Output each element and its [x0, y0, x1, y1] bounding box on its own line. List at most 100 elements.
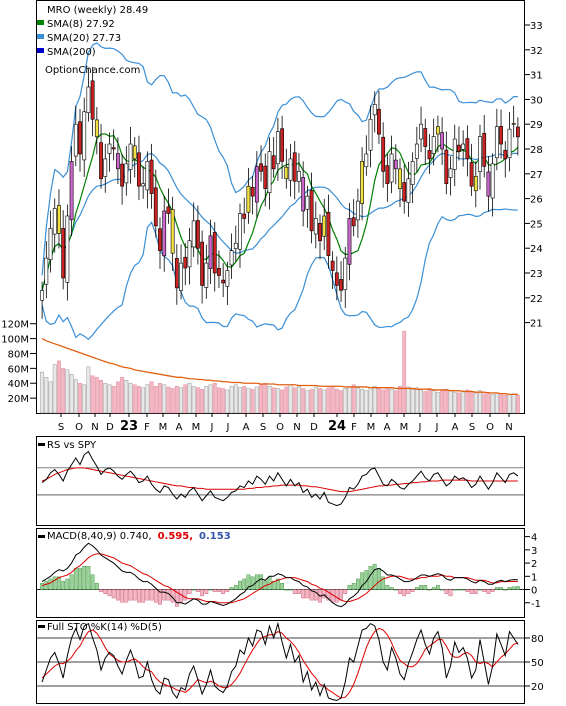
volume-bar — [326, 387, 331, 414]
macd-histogram-bar — [141, 589, 146, 603]
volume-bar — [343, 388, 348, 414]
volume-bar — [410, 388, 415, 414]
candle-body — [473, 175, 478, 192]
candle-body — [242, 213, 247, 219]
candle-body — [486, 171, 491, 197]
candle-body — [515, 126, 520, 138]
volume-bar — [313, 386, 318, 414]
candle-body — [183, 256, 188, 269]
candle-body — [297, 171, 301, 182]
candle-body — [111, 147, 116, 150]
candle-body — [385, 165, 390, 185]
volume-bar — [322, 389, 327, 414]
candle-body — [389, 153, 394, 183]
volume-bar — [132, 384, 137, 414]
x-axis-label: 24 — [328, 419, 346, 434]
macd-histogram-bar — [486, 589, 491, 594]
macd-histogram-bar — [448, 589, 453, 597]
volume-tick-label: 120M — [1, 320, 29, 331]
volume-bar — [364, 390, 369, 414]
candle-body — [499, 126, 503, 145]
candle-body — [149, 159, 154, 194]
volume-bar — [385, 387, 390, 414]
macd-histogram-bar — [469, 589, 474, 594]
candle-body — [318, 222, 322, 242]
macd-histogram-bar — [284, 589, 289, 591]
volume-bar — [435, 391, 440, 414]
macd-histogram-bar — [82, 566, 87, 590]
macd-histogram-bar — [402, 589, 407, 597]
volume-bar — [52, 364, 57, 414]
macd-histogram-bar — [69, 574, 74, 590]
x-axis-label: A — [176, 422, 183, 433]
volume-bar — [301, 388, 306, 414]
volume-bar — [254, 386, 259, 414]
price-tick-label: 32 — [530, 46, 543, 57]
x-axis-label: A — [243, 422, 250, 433]
candle-body — [217, 268, 221, 276]
macd-histogram-bar — [385, 585, 390, 590]
bollinger-upper-band — [41, 42, 518, 276]
x-axis-label: O — [486, 422, 494, 433]
candle-body — [233, 242, 238, 249]
volume-bar — [44, 377, 49, 414]
macd-histogram-bar — [107, 589, 112, 597]
candle-body — [343, 257, 348, 290]
volume-bar — [275, 388, 280, 414]
macd-histogram-bar — [233, 585, 238, 590]
volume-bar — [297, 385, 301, 414]
volume-bar — [389, 388, 394, 414]
volume-bar — [65, 369, 70, 414]
candle-body — [137, 152, 141, 187]
candle-body — [334, 272, 339, 286]
macd-histogram-bar — [393, 589, 398, 591]
candle-body — [507, 128, 512, 158]
macd-histogram-bar — [116, 589, 120, 601]
candle-body — [187, 240, 192, 268]
candle-body — [444, 149, 449, 185]
candle-body — [225, 270, 230, 287]
macd-histogram-bar — [137, 589, 141, 603]
macd-histogram-bar — [174, 589, 179, 607]
price-tick-label: 21 — [530, 319, 543, 330]
macd-histogram-bar — [351, 582, 356, 590]
candle-body — [250, 186, 255, 197]
macd-histogram-bar — [444, 589, 449, 594]
volume-bar — [90, 375, 95, 414]
x-axis-label: M — [192, 422, 201, 433]
candle-body — [166, 206, 171, 214]
volume-bar — [103, 382, 108, 414]
macd-histogram-bar — [360, 572, 364, 590]
volume-bar — [381, 389, 386, 414]
rs-title: RS vs SPY — [47, 440, 97, 451]
volume-bar — [406, 386, 411, 414]
macd-histogram-bar — [297, 589, 301, 594]
candle-body — [78, 121, 82, 155]
volume-bar — [221, 388, 226, 414]
macd-histogram-bar — [158, 589, 162, 605]
macd-histogram-bar — [73, 568, 78, 590]
candle-body — [145, 161, 150, 191]
macd-panel — [36, 528, 525, 618]
x-axis-label: M — [367, 422, 376, 433]
candle-body — [99, 142, 103, 180]
volume-bar — [305, 390, 310, 414]
legend-swatch-sma8 — [37, 20, 44, 25]
candle-body — [195, 220, 200, 249]
candle-body — [271, 155, 276, 170]
volume-tick-label: 40M — [8, 379, 29, 390]
macd-histogram-bar — [457, 589, 461, 591]
candle-body — [292, 152, 297, 182]
volume-bar — [511, 393, 516, 414]
candle-body — [254, 166, 259, 203]
candle-body — [435, 126, 440, 135]
macd-histogram-bar — [196, 589, 200, 592]
candle-body — [40, 290, 45, 301]
candle-body — [339, 279, 343, 291]
volume-bar — [204, 385, 209, 414]
macd-histogram-bar — [406, 589, 411, 594]
price-tick-label: 33 — [530, 21, 543, 32]
candle-body — [368, 118, 373, 151]
macd-histogram-bar — [507, 587, 512, 590]
